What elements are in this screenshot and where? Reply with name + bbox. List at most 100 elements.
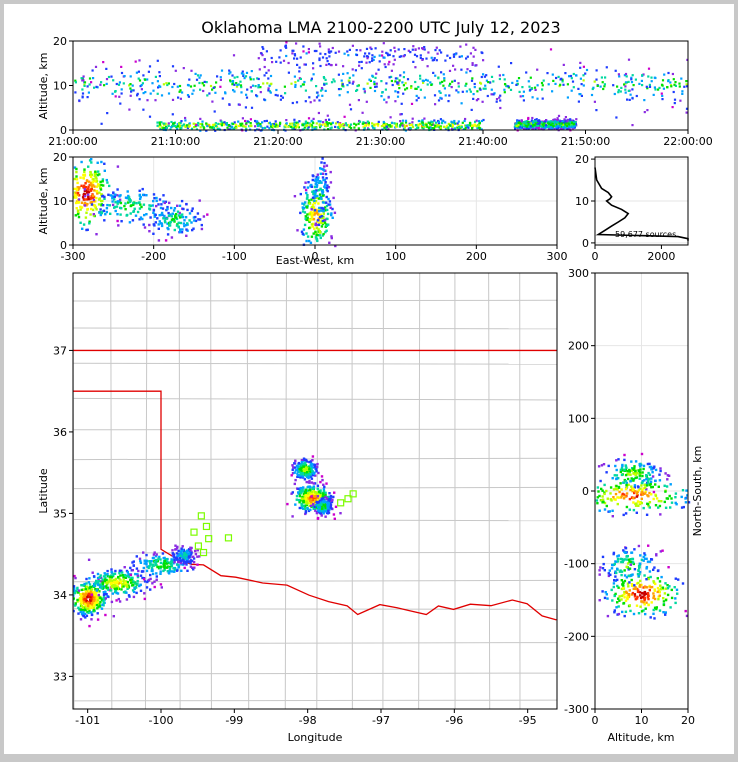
east-west-source <box>81 206 83 208</box>
east-west-source <box>319 167 321 169</box>
north-south-source <box>632 488 634 490</box>
plan-view-source <box>107 589 109 591</box>
north-south-source <box>621 465 623 467</box>
east-west-source <box>316 186 318 188</box>
plan-view-source <box>314 510 316 512</box>
north-south-source <box>650 483 652 485</box>
east-west-source <box>194 216 196 218</box>
north-south-source <box>645 475 647 477</box>
east-west-source <box>155 221 157 223</box>
north-south-source <box>659 467 661 469</box>
east-west-source <box>81 228 83 230</box>
plan-view-source <box>123 591 125 593</box>
plan-view-source <box>83 598 85 600</box>
time-height-source <box>427 65 429 67</box>
north-south-source <box>611 589 613 591</box>
time-height-source <box>390 116 392 118</box>
time-height-source <box>434 125 436 127</box>
plan-view-source <box>78 589 80 591</box>
north-south-source <box>629 509 631 511</box>
time-height-source <box>496 101 498 103</box>
plan-view-source <box>339 512 341 514</box>
east-west-source <box>85 216 87 218</box>
time-height-source <box>552 125 554 127</box>
east-west-source <box>90 161 92 163</box>
east-west-source <box>108 185 110 187</box>
time-height-source <box>412 126 414 128</box>
time-height-source <box>371 60 373 62</box>
time-height-source <box>434 94 436 96</box>
time-height-source <box>155 76 157 78</box>
time-height-source <box>623 83 625 85</box>
time-height-source <box>679 85 681 87</box>
plan-view-source <box>77 612 79 614</box>
time-height-source <box>493 93 495 95</box>
plan-view-source <box>334 518 336 520</box>
plan-view-source <box>186 558 188 560</box>
time-height-source <box>335 122 337 124</box>
time-height-source <box>547 126 549 128</box>
plan-view-source <box>335 506 337 508</box>
time-height-source <box>470 52 472 54</box>
time-height-source <box>387 53 389 55</box>
time-height-source <box>344 53 346 55</box>
east-west-source <box>308 199 310 201</box>
east-west-source <box>162 217 164 219</box>
plan-view-source <box>139 558 141 560</box>
east-west-source <box>148 207 150 209</box>
time-height-source <box>457 91 459 93</box>
time-height-source <box>315 85 317 87</box>
time-height-source <box>202 82 204 84</box>
plan-view-source <box>90 611 92 613</box>
east-west-source <box>173 209 175 211</box>
east-west-source <box>179 228 181 230</box>
time-height-source <box>258 84 260 86</box>
time-height-source <box>277 94 279 96</box>
east-west-source <box>140 216 142 218</box>
time-height-source <box>654 88 656 90</box>
north-south-source <box>664 501 666 503</box>
north-south-source <box>627 484 629 486</box>
plan-view-source <box>124 582 126 584</box>
plan-view-source <box>97 573 99 575</box>
plan-view-source <box>321 514 323 516</box>
plan-view-source <box>96 607 98 609</box>
north-south-source <box>653 498 655 500</box>
plan-view-source <box>144 580 146 582</box>
plan-view-source <box>317 495 319 497</box>
time-height-source <box>244 120 246 122</box>
time-height-source <box>567 123 569 125</box>
plan-view-source <box>105 593 107 595</box>
east-west-source <box>160 203 162 205</box>
time-height-source <box>156 122 158 124</box>
east-west-source <box>311 191 313 193</box>
time-height-source <box>121 88 123 90</box>
east-west-source <box>303 186 305 188</box>
plan-view-source <box>309 509 311 511</box>
plan-view-source <box>87 608 89 610</box>
plan-view-source <box>305 467 307 469</box>
time-height-source <box>548 83 550 85</box>
east-west-source <box>322 179 324 181</box>
north-south-source <box>632 497 634 499</box>
plan-view-source <box>96 597 98 599</box>
north-south-source <box>633 548 635 550</box>
north-south-source <box>620 471 622 473</box>
east-west-source <box>313 232 315 234</box>
time-height-source <box>139 79 141 81</box>
plan-view-source <box>148 560 150 562</box>
time-height-source <box>247 120 249 122</box>
plan-view-source <box>327 505 329 507</box>
time-height-source <box>316 92 318 94</box>
time-height-source <box>557 117 559 119</box>
time-height-source <box>233 54 235 56</box>
time-height-source <box>364 124 366 126</box>
time-height-source <box>318 112 320 114</box>
time-height-source <box>267 89 269 91</box>
time-height-source <box>631 124 633 126</box>
north-south-source <box>615 488 617 490</box>
north-south-source <box>660 588 662 590</box>
plan-view-source <box>124 574 126 576</box>
time-height-source <box>181 91 183 93</box>
time-height-source <box>583 66 585 68</box>
